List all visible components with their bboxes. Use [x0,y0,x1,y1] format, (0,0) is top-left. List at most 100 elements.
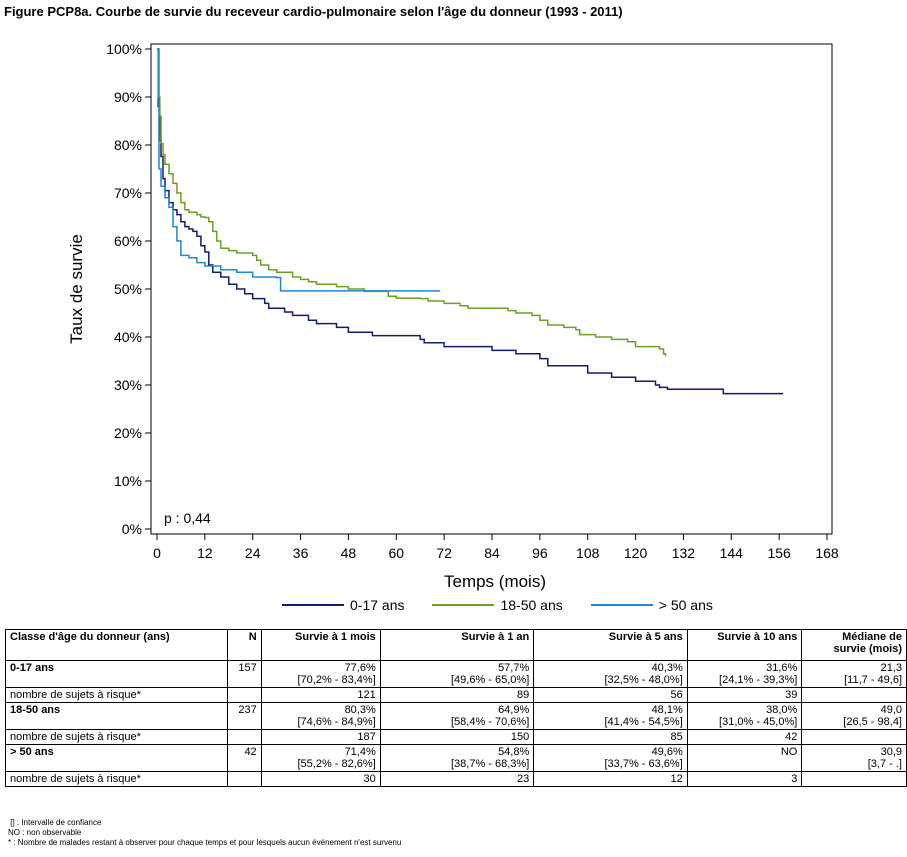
y-tick-label: 20% [114,425,142,441]
x-axis: 0 12 24 36 48 60 72 84 96 108 120 132 144 156 168 [153,534,839,561]
header-median: Médiane de survie (mois) [801,629,907,661]
header-1-year: Survie à 1 an [379,629,535,661]
cell-10-years: 38,0% [31,0% - 45,0%] [686,702,803,730]
plot-frame [150,43,833,535]
survival-curve-18-50 [157,48,667,357]
risk-n-empty [227,687,262,703]
group-n: 237 [227,702,262,730]
cell-median: 49,0 [26,5 - 98,4] [801,702,907,730]
risk-n-empty [227,729,262,745]
risk-1-year: 89 [379,687,535,703]
risk-label: nombre de sujets à risque* [4,771,229,787]
y-tick-label: 90% [114,89,142,105]
survival-summary-table: Classe d'âge du donneur (ans) N Survie à… [4,629,907,787]
risk-median-empty [801,771,907,787]
table-row-0-17: 0-17 ans 157 77,6% [70,2% - 83,4%] 57,7%[… [4,660,907,688]
y-tick-label: 100% [106,41,142,57]
x-tick-label: 48 [341,545,357,561]
x-tick-label: 144 [720,545,744,561]
legend: 0-17 ans 18-50 ans > 50 ans [282,597,741,613]
risk-10-years: 39 [686,687,803,703]
x-tick-label: 120 [624,545,648,561]
x-axis-label: Temps (mois) [444,572,546,591]
risk-5-years: 85 [533,729,688,745]
table-risk-row-0-17: nombre de sujets à risque* 121 89 56 39 [4,687,907,703]
cell-10-years: 31,6% [24,1% - 39,3%] [686,660,803,688]
legend-swatch-0-17 [282,604,344,606]
group-n: 42 [227,744,262,772]
cell-1-year: 54,8% [38,7% - 68,3%] [379,744,535,772]
group-label: 18-50 ans [4,702,229,730]
cell-1-month: 71,4% [55,2% - 82,6%] [260,744,381,772]
cell-5-years: 48,1% [41,4% - 54,5%] [533,702,688,730]
survival-chart: 0% 10% 20% 30% 40% 50% 60% 70% 80% 90% 100% 0 12 24 3… [67,41,839,591]
survival-curves [157,48,784,395]
table-header-row: Classe d'âge du donneur (ans) N Survie à… [4,629,907,661]
x-tick-label: 108 [576,545,600,561]
risk-5-years: 12 [533,771,688,787]
group-label: 0-17 ans [4,660,229,688]
cell-median: 21,3 [11,7 - 49,6] [801,660,907,688]
y-tick-label: 10% [114,473,142,489]
y-tick-label: 0% [122,521,142,537]
survival-curve-50plus [157,48,441,292]
x-tick-label: 96 [532,545,548,561]
cell-5-years: 40,3% [32,5% - 48,0%] [533,660,688,688]
risk-1-month: 30 [260,771,381,787]
footnote-no: NO : non observable [8,828,82,837]
legend-label-18-50: 18-50 ans [500,597,563,613]
x-tick-label: 0 [153,545,161,561]
table-row-18-50: 18-50 ans 237 80,3% [74,6% - 84,9%] 64,9%… [4,702,907,730]
cell-10-years: NO [686,744,803,772]
x-tick-label: 24 [245,545,261,561]
y-tick-label: 70% [114,185,142,201]
y-tick-label: 80% [114,137,142,153]
x-tick-label: 72 [436,545,452,561]
legend-item-18-50: 18-50 ans [432,597,563,613]
header-10-years: Survie à 10 ans [686,629,803,661]
y-tick-label: 50% [114,281,142,297]
group-n: 157 [227,660,262,688]
legend-swatch-18-50 [432,604,495,606]
header-5-years: Survie à 5 ans [533,629,688,661]
risk-label: nombre de sujets à risque* [4,687,229,703]
cell-1-month: 80,3% [74,6% - 84,9%] [260,702,381,730]
p-value-annotation: p : 0,44 [164,510,211,526]
group-label: > 50 ans [4,744,229,772]
x-tick-label: 132 [672,545,696,561]
risk-10-years: 3 [686,771,803,787]
risk-1-year: 23 [379,771,535,787]
risk-1-year: 150 [379,729,535,745]
risk-1-month: 121 [260,687,381,703]
risk-10-years: 42 [686,729,803,745]
header-n: N [227,629,262,661]
risk-label: nombre de sujets à risque* [4,729,229,745]
legend-item-0-17: 0-17 ans [282,597,404,613]
footnotes: [] : Intervalle de confiance NO : non ob… [8,818,401,848]
header-age-class: Classe d'âge du donneur (ans) [4,629,229,661]
legend-label-50plus: > 50 ans [658,597,713,613]
table-row-50plus: > 50 ans 42 71,4% [55,2% - 82,6%] 54,8% [3… [4,744,907,772]
footnote-risk: * : Nombre de malades restant à observer… [8,838,402,847]
risk-5-years: 56 [533,687,688,703]
footnote-ci: [] : Intervalle de confiance [8,818,102,827]
x-tick-label: 36 [293,545,309,561]
x-tick-label: 156 [767,545,791,561]
legend-label-0-17: 0-17 ans [350,597,405,613]
x-tick-label: 60 [388,545,404,561]
y-tick-label: 30% [114,377,142,393]
table-risk-row-18-50: nombre de sujets à risque* 187 150 85 42 [4,729,907,745]
cell-1-year: 64,9% [58,4% - 70,6%] [379,702,535,730]
legend-swatch-50plus [590,604,653,606]
cell-5-years: 49,6% [33,7% - 63,6%] [533,744,688,772]
x-tick-label: 168 [815,545,839,561]
x-tick-label: 84 [484,545,500,561]
x-tick-label: 12 [197,545,213,561]
risk-1-month: 187 [260,729,381,745]
survival-curve-0-17 [157,48,784,395]
risk-median-empty [801,729,907,745]
cell-1-year: 57,7% [49,6% - 65,0%] [379,660,535,688]
y-tick-label: 60% [114,233,142,249]
figure-title: Figure PCP8a. Courbe de survie du receve… [4,4,623,19]
y-axis-label: Taux de survie [67,234,86,344]
